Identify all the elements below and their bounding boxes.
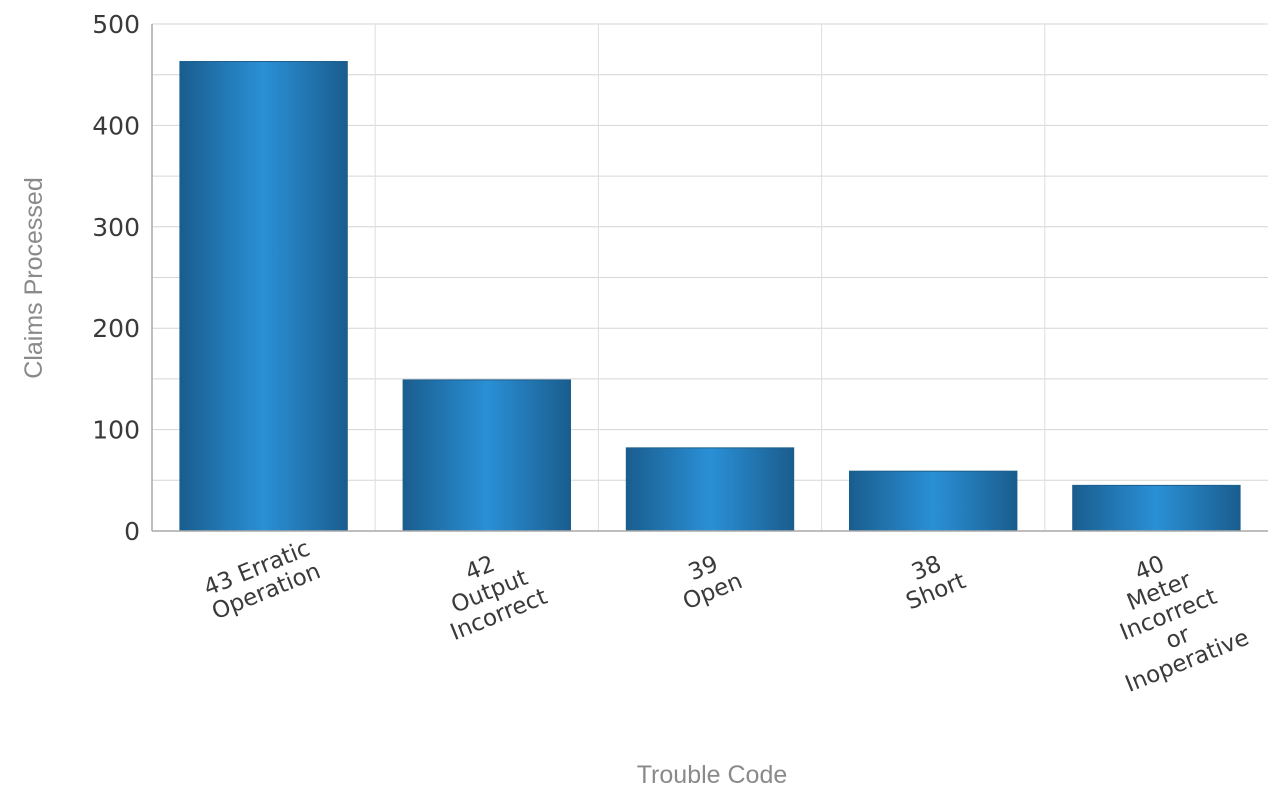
bar — [179, 61, 348, 532]
y-axis-title: Claims Processed — [20, 177, 48, 378]
bar — [402, 379, 571, 532]
y-tick-label: 300 — [92, 213, 140, 242]
bar — [1072, 484, 1241, 532]
bar — [625, 447, 795, 532]
x-tick-label: 40MeterIncorrectorInoperative — [1084, 532, 1253, 698]
bar — [849, 470, 1018, 532]
bars — [179, 61, 1241, 532]
y-tick-label: 500 — [92, 10, 140, 39]
y-tick-label: 200 — [92, 314, 140, 343]
x-tick-labels: 43 ErraticOperation 42OutputIncorrect 39Op… — [199, 532, 1253, 698]
y-tick-label: 100 — [92, 416, 140, 445]
y-tick-label: 400 — [92, 111, 140, 140]
x-tick-label: 38Short — [893, 545, 969, 615]
axes — [151, 24, 1268, 532]
y-tick-label: 0 — [124, 517, 140, 546]
x-tick-label: 42OutputIncorrect — [428, 537, 551, 646]
x-tick-label: 39Open — [670, 545, 746, 615]
x-tick-label: 43 ErraticOperation — [199, 535, 324, 625]
x-axis-title: Trouble Code — [637, 761, 788, 789]
y-tick-labels: 0 100 200 300 400 500 — [92, 10, 140, 546]
